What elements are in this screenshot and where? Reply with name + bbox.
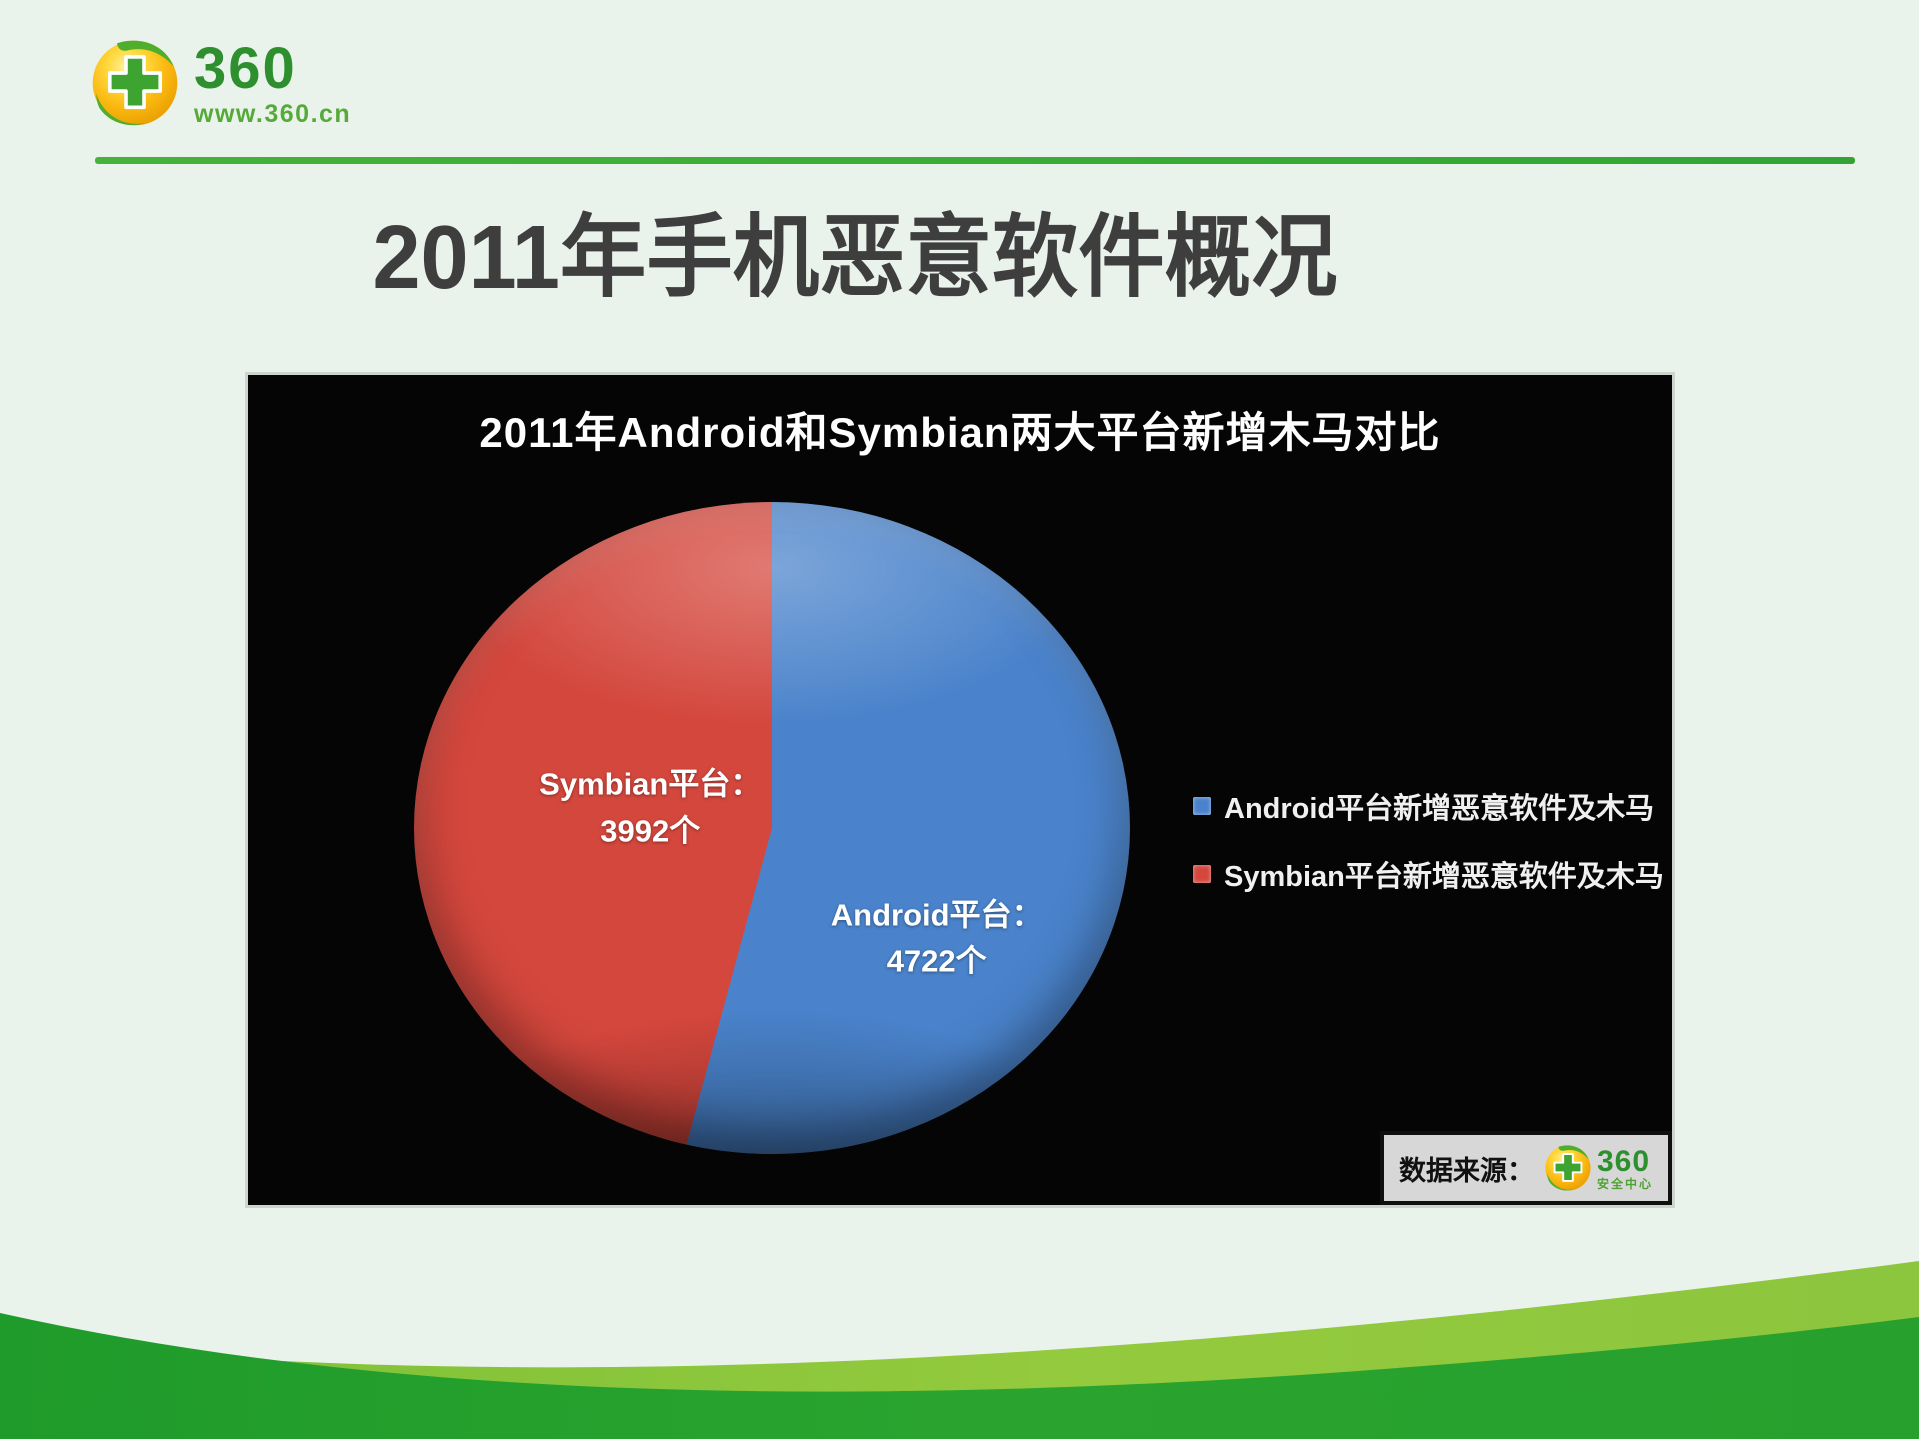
pie-chart-area: Symbian平台： 3992个 Android平台： 4722个 [414,502,1130,1154]
legend-item-symbian: Symbian平台新增恶意软件及木马 [1193,853,1664,895]
pie-label-android-name: Android平台： [830,897,1043,933]
360-sphere-icon [1545,1145,1591,1191]
legend-label-symbian: Symbian平台新增恶意软件及木马 [1224,861,1664,893]
pie-label-android-value: 4722个 [886,943,987,979]
data-source-label: 数据来源： [1398,1155,1534,1186]
pie-label-android: Android平台： 4722个 [831,892,1043,985]
logo-url-text: www.360.cn [194,99,352,128]
legend-swatch [1193,797,1211,815]
pie-label-symbian: Symbian平台： 3992个 [539,762,761,855]
chart-panel: 2011年Android和Symbian两大平台新增木马对比 Symbian平台… [245,372,1675,1208]
logo-360-text: 360 [194,35,297,101]
header-divider [95,157,1855,164]
chart-title: 2011年Android和Symbian两大平台新增木马对比 [479,409,1441,456]
360-sphere-icon [92,40,178,126]
pie-chart: Symbian平台： 3992个 Android平台： 4722个 [414,502,1130,1154]
header-logo: 360 www.360.cn [90,38,351,128]
data-source-logo-subtext: 安全中心 [1596,1176,1653,1191]
data-source-logo: 360 安全中心 [1544,1144,1653,1192]
data-source-box: 数据来源： 360 安全中心 [1380,1131,1672,1205]
legend-item-android: Android平台新增恶意软件及木马 [1193,785,1664,827]
legend-swatch [1193,865,1211,883]
legend-label-android: Android平台新增恶意软件及木马 [1224,793,1655,825]
pie-label-symbian-name: Symbian平台： [539,766,762,802]
footer-wave-decoration [0,1261,1919,1439]
pie-label-symbian-value: 3992个 [600,813,701,849]
chart-legend: Android平台新增恶意软件及木马 Symbian平台新增恶意软件及木马 [1193,785,1664,895]
data-source-logo-number: 360 [1596,1144,1651,1178]
page-title: 2011年手机恶意软件概况 [372,208,1338,308]
